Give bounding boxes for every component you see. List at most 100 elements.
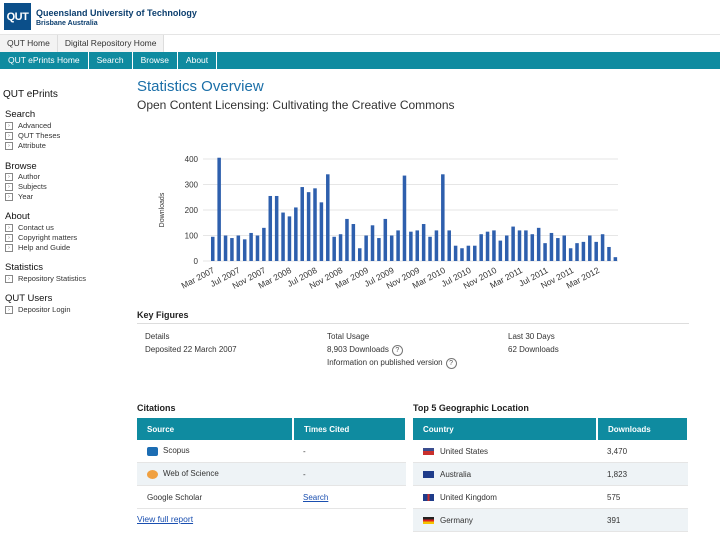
nav-browse[interactable]: Browse [133,52,178,69]
sidebar-item-advanced[interactable]: › Advanced [5,121,51,130]
view-full-report-link[interactable]: View full report [137,514,194,524]
nav-eprints-home[interactable]: QUT ePrints Home [0,52,89,69]
details-label: Details [145,332,170,341]
times-cited: - [293,462,406,486]
bar [402,175,407,261]
bar [415,230,420,261]
bar [453,245,458,261]
sidebar-item-year[interactable]: › Year [5,192,33,201]
bar [345,218,349,261]
bar [466,245,471,261]
table-row: United Kingdom 575 [413,485,688,509]
nav-repository-home[interactable]: Digital Repository Home [57,35,165,52]
bar [543,243,547,261]
bar [242,239,247,261]
web-of-science-icon [147,469,158,479]
bar [485,231,490,261]
bar [549,232,554,261]
bar [607,246,611,261]
bar [588,235,592,261]
bar [473,245,477,261]
sidebar-item-repo-stats[interactable]: › Repository Statistics [5,274,86,283]
bar [581,241,586,261]
table-row: United States 3,470 [413,440,688,463]
downloads-cell: 391 [597,508,688,532]
bar [396,230,400,261]
top-navigation: QUT Home Digital Repository Home [0,35,165,52]
total-usage-label: Total Usage [327,332,370,341]
total-usage-value: 8,903 Downloads? [327,345,403,356]
bar [306,192,311,261]
sidebar-item-help[interactable]: › Help and Guide [5,243,70,252]
bar [556,238,560,261]
col-source: Source [137,418,294,440]
y-tick-label: 100 [185,232,199,241]
deposited-date: Deposited 22 March 2007 [145,345,237,354]
downloads-cell: 1,823 [597,462,688,486]
geo-title: Top 5 Geographic Location [413,403,529,413]
bar [351,224,356,261]
sidebar-item-attribute[interactable]: › Attribute [5,141,46,150]
sidebar-item-login[interactable]: › Depositor Login [5,305,71,314]
bar [428,236,432,261]
scopus-icon [147,446,158,456]
university-location: Brisbane Australia [36,20,98,27]
sidebar-section-search: Search [5,109,36,120]
bullet-icon: › [5,121,13,130]
source-google-scholar: Google Scholar [137,485,293,509]
source-web-of-science[interactable]: Web of Science [137,462,293,486]
nav-about[interactable]: About [178,52,218,69]
bullet-icon: › [5,131,13,140]
bullet-icon: › [5,233,13,242]
y-tick-label: 300 [185,181,199,190]
sidebar-item-copyright[interactable]: › Copyright matters [5,233,77,242]
country-cell: United States [413,440,597,463]
university-name: Queensland University of Technology [36,8,197,18]
sidebar-item-theses[interactable]: › QUT Theses [5,131,60,140]
sidebar-section-users: QUT Users [5,293,53,304]
bar [460,248,464,261]
sidebar-section-about: About [5,211,30,222]
col-country: Country [413,418,598,440]
bar [230,238,234,261]
last-30-days-label: Last 30 Days [508,332,555,341]
published-version-info: Information on published version? [327,358,457,369]
x-tick-label: Mar 2007 [180,265,217,291]
bar [255,235,260,261]
australia-flag-icon [423,470,434,478]
times-cited: - [293,440,406,463]
site-header: QUT Queensland University of Technology … [0,0,720,35]
bar [613,257,618,261]
last-30-days-value: 62 Downloads [508,345,559,354]
bar [300,187,304,261]
sidebar-item-contact[interactable]: › Contact us [5,223,54,232]
bar [287,216,292,261]
bar [498,240,503,261]
bar [434,230,439,261]
table-row: Scopus - [137,440,406,463]
bar [313,188,317,261]
table-row: Web of Science - [137,462,406,486]
nav-search[interactable]: Search [89,52,133,69]
bar [447,230,451,261]
nav-qut-home[interactable]: QUT Home [0,35,58,52]
bar [249,232,253,261]
y-tick-label: 0 [194,257,199,266]
google-scholar-search-link[interactable]: Search [293,485,406,509]
y-tick-label: 400 [185,155,199,164]
bullet-icon: › [5,172,13,181]
info-icon[interactable]: ? [445,358,457,369]
bar [524,230,528,261]
col-times-cited: Times Cited [293,418,407,440]
qut-logo[interactable]: QUT [4,3,31,30]
sidebar-item-author[interactable]: › Author [5,172,40,181]
bar [274,195,279,261]
bar [504,235,509,261]
geo-table: Country Downloads United States 3,470 Au… [413,418,689,532]
source-scopus[interactable]: Scopus [137,440,293,463]
sidebar-item-subjects[interactable]: › Subjects [5,182,47,191]
info-icon[interactable]: ? [391,345,403,356]
us-flag-icon [423,447,434,455]
bar [575,243,579,261]
